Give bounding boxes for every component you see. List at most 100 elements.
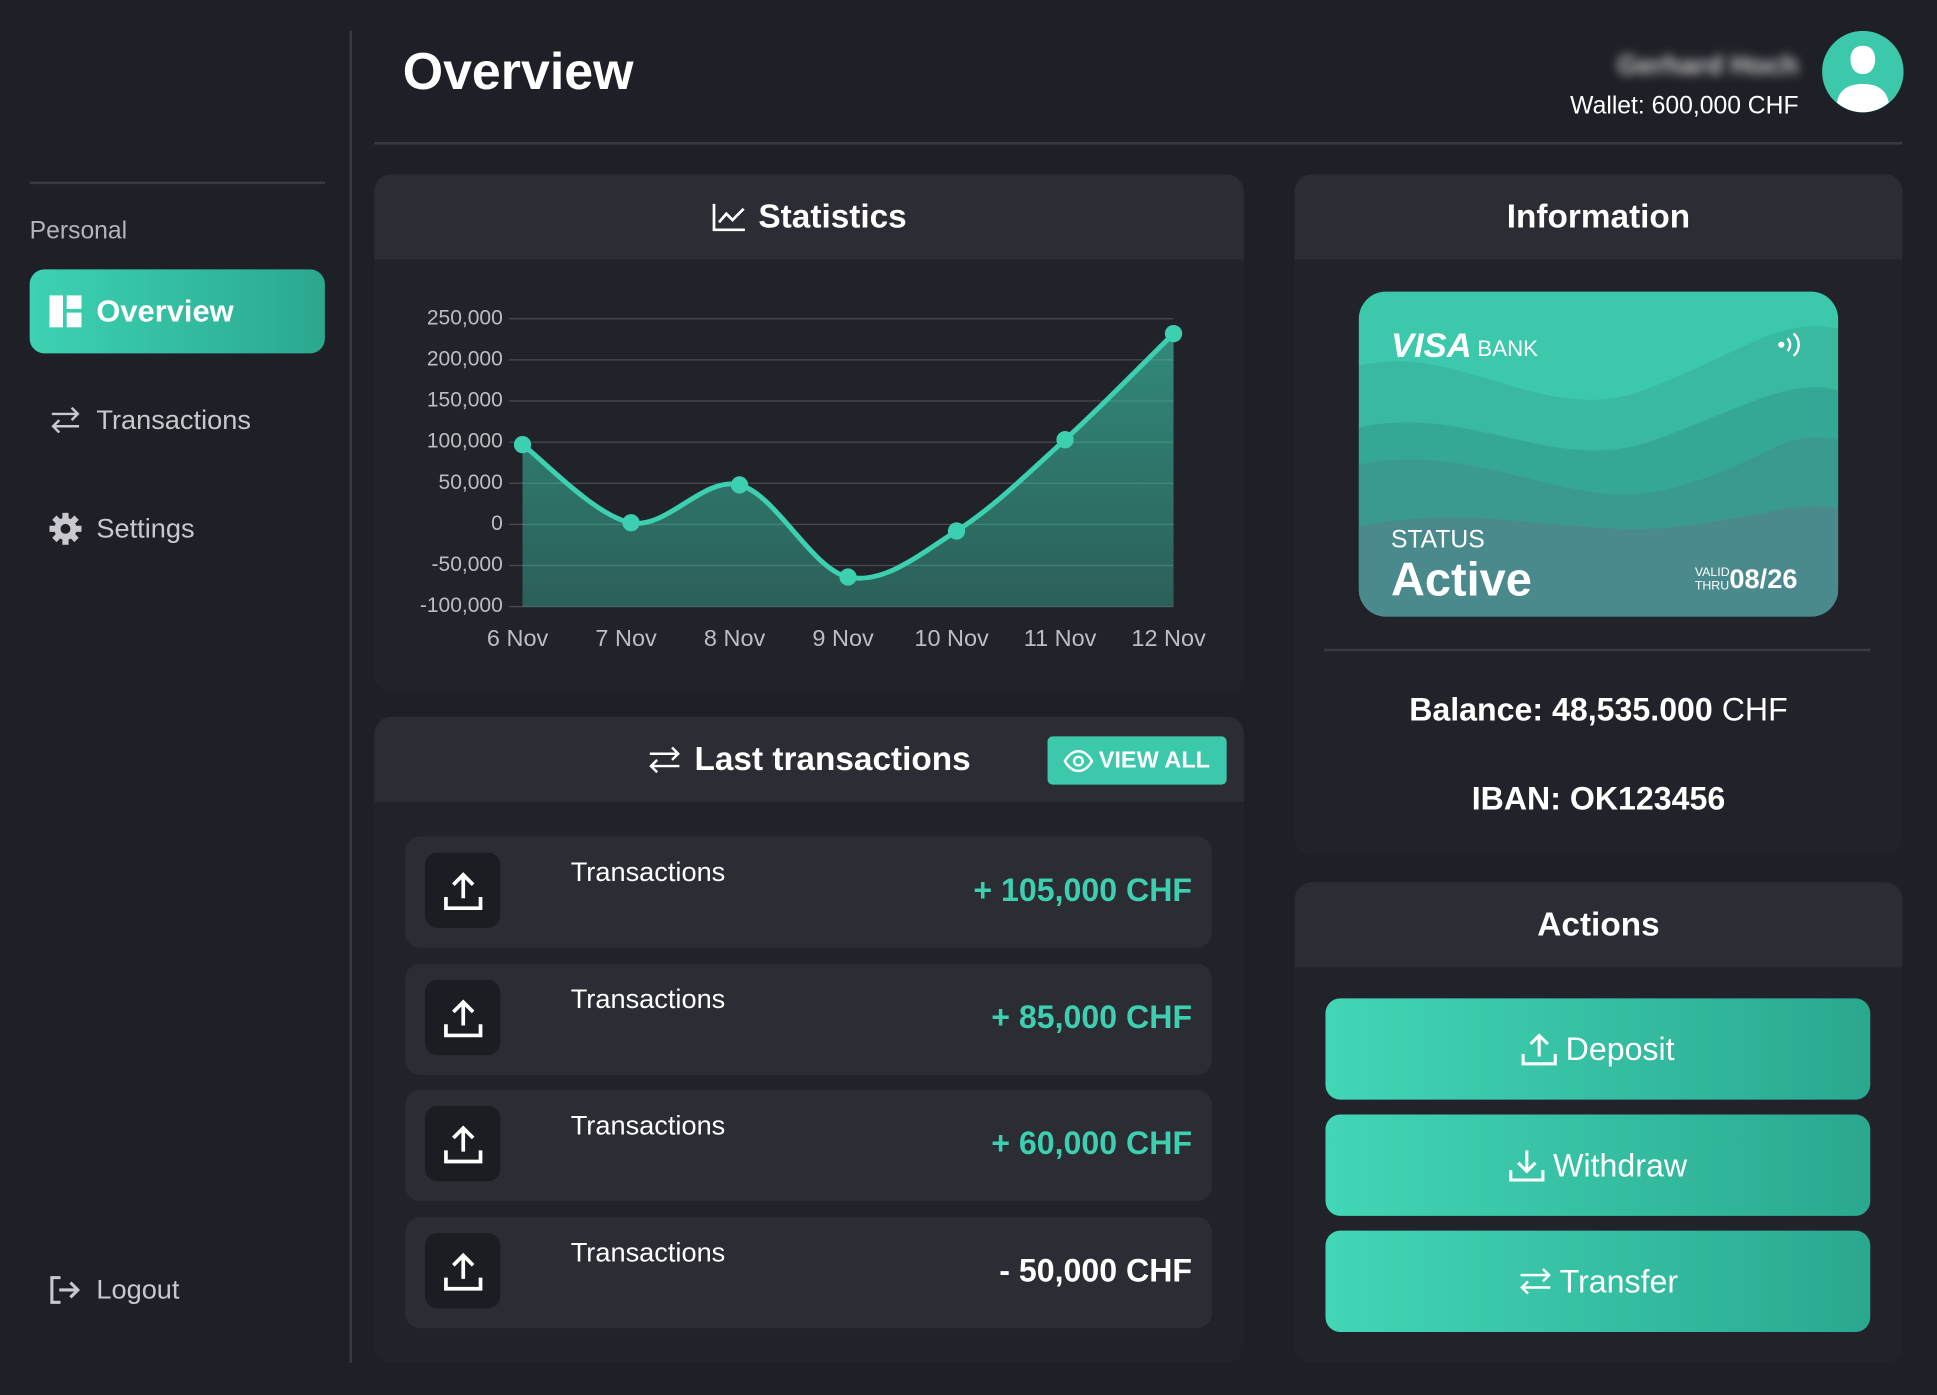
transaction-icon	[424, 1105, 501, 1182]
contactless-icon	[1778, 332, 1800, 357]
x-tick-label: 12 Nov	[1131, 625, 1206, 651]
icon	[51, 406, 80, 434]
button-label: VIEW ALL	[1098, 746, 1211, 773]
card-valid-label: VALID THRU	[1694, 565, 1730, 594]
sidebar-rule	[29, 181, 325, 185]
avatar[interactable]	[1822, 30, 1904, 113]
panel-title: Last transactions	[694, 740, 971, 778]
information-panel: Information VISA BANK STATUS Active VALI…	[1294, 174, 1903, 856]
y-tick-label: -100,000	[420, 594, 503, 617]
section-label: Personal	[29, 217, 128, 245]
nav-logout[interactable]: Logout	[30, 1248, 325, 1332]
nav-label: Settings	[96, 512, 195, 544]
transaction-item[interactable]: Transactions + 85,000 CHF	[405, 963, 1212, 1075]
transaction-item[interactable]: Transactions - 50,000 CHF	[405, 1217, 1212, 1329]
transaction-amount: + 60,000 CHF	[991, 1124, 1193, 1162]
icon	[712, 203, 745, 231]
icon	[1522, 1033, 1558, 1066]
icon	[1519, 1268, 1551, 1295]
transfer-button[interactable]: Transfer	[1325, 1230, 1871, 1332]
transaction-label: Transactions	[570, 983, 726, 1015]
transaction-item[interactable]: Transactions + 60,000 CHF	[405, 1089, 1212, 1202]
transaction-item[interactable]: Transactions + 105,000 CHF	[405, 836, 1212, 948]
transaction-label: Transactions	[570, 856, 726, 888]
x-tick-label: 11 Nov	[1024, 625, 1097, 651]
deposit-button[interactable]: Deposit	[1325, 998, 1871, 1100]
y-tick-label: -50,000	[432, 553, 503, 576]
bank-card[interactable]: VISA BANK STATUS Active VALID THRU 08/26	[1358, 291, 1839, 617]
panel-header: Actions	[1294, 882, 1903, 968]
page-title: Overview	[402, 42, 634, 101]
transaction-label: Transactions	[570, 1236, 726, 1268]
point	[1056, 431, 1074, 449]
button-label: Withdraw	[1553, 1146, 1688, 1184]
y-tick-label: 150,000	[427, 389, 503, 412]
panel-title: Statistics	[758, 197, 907, 235]
y-tick-label: 0	[491, 512, 503, 535]
card-valid: 08/26	[1729, 563, 1798, 595]
icon	[649, 746, 681, 773]
point	[1164, 324, 1183, 343]
chart: -100,000 -50,000 0 50,000 100,000 150,000 200,…	[420, 306, 1206, 651]
nav-label: Transactions	[96, 404, 251, 435]
nav-label: Overview	[96, 293, 234, 329]
x-tick-label: 8 Nov	[704, 625, 766, 651]
transaction-label: Transactions	[570, 1109, 726, 1141]
view-all-button[interactable]: VIEW ALL	[1047, 736, 1227, 785]
transaction-amount: + 105,000 CHF	[973, 871, 1193, 909]
info-rule	[1324, 648, 1871, 652]
panel-title: Actions	[1537, 905, 1660, 943]
withdraw-button[interactable]: Withdraw	[1325, 1114, 1871, 1216]
icon	[49, 295, 82, 328]
sidebar-divider	[349, 30, 353, 1363]
x-tick-label: 6 Nov	[487, 625, 549, 651]
area	[522, 333, 1174, 607]
icon	[50, 1276, 81, 1304]
transactions-panel: Last transactions VIEW ALL Transactions +…	[374, 716, 1244, 1363]
transaction-amount: - 50,000 CHF	[999, 1251, 1193, 1289]
icon	[49, 512, 82, 545]
nav-overview[interactable]: Overview	[29, 269, 325, 354]
panel-header: Statistics	[374, 174, 1244, 260]
nav-transactions[interactable]: Transactions	[30, 378, 325, 462]
y-tick-label: 200,000	[427, 347, 503, 370]
x-tick-label: 7 Nov	[595, 625, 657, 651]
user-name: Gerhard Hoch	[1617, 49, 1799, 81]
x-tick-label: 9 Nov	[812, 625, 874, 651]
button-label: Transfer	[1559, 1262, 1679, 1300]
balance-label: Balance:	[1409, 690, 1544, 728]
statistics-panel: Statistics -100,000 -50,000 0 50,000 100,000…	[374, 174, 1244, 692]
panel-title: Information	[1506, 197, 1691, 235]
card-status: Active	[1390, 554, 1532, 607]
card-brand: VISA	[1390, 326, 1472, 365]
y-tick-label: 50,000	[439, 471, 503, 494]
wallet: Wallet: 600,000 CHF	[1570, 92, 1799, 120]
balance-value: 48,535.000	[1552, 690, 1713, 728]
y-tick-label: 250,000	[427, 306, 503, 329]
transaction-icon	[424, 1233, 501, 1309]
card-status-label: STATUS	[1390, 526, 1485, 554]
point	[513, 435, 532, 454]
y-tick-label: 100,000	[427, 430, 503, 453]
header-rule	[374, 142, 1903, 145]
x-tick-label: 10 Nov	[914, 625, 989, 651]
transaction-amount: + 85,000 CHF	[991, 998, 1193, 1036]
balance-currency: CHF	[1721, 690, 1788, 728]
actions-panel: Actions Deposit Withdraw Transfer	[1294, 882, 1903, 1363]
icon	[1509, 1150, 1545, 1182]
nav-settings[interactable]: Settings	[30, 487, 325, 571]
icon	[1064, 749, 1094, 772]
card-waves	[1358, 326, 1839, 617]
transaction-icon	[424, 979, 501, 1056]
point	[839, 568, 857, 586]
transaction-icon	[424, 852, 501, 928]
button-label: Deposit	[1565, 1029, 1675, 1067]
card-bank: BANK	[1477, 336, 1538, 361]
nav-label: Logout	[96, 1273, 180, 1305]
point	[730, 476, 749, 494]
balance: Balance: 48,535.000 CHF	[1295, 691, 1903, 729]
panel-header: Information	[1294, 174, 1903, 260]
point	[622, 514, 640, 532]
